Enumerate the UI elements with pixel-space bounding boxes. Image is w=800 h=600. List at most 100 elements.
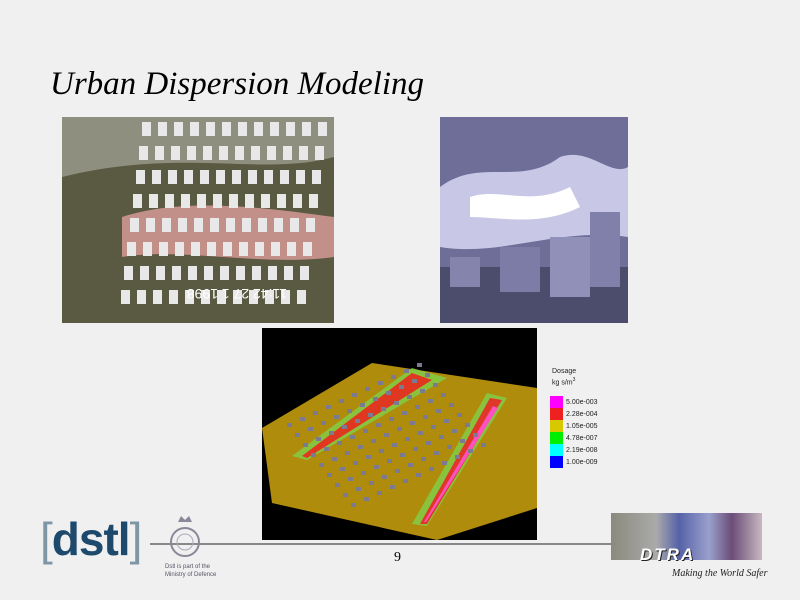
grid-building [434,451,439,455]
grid-building [404,369,409,373]
grid-building [382,475,387,479]
grid-building [394,401,399,405]
grid-building [460,439,465,443]
grid-building [444,419,449,423]
grid-building [316,437,321,441]
grid-building [452,429,457,433]
grid-building [340,467,345,471]
grid-building [339,399,344,403]
legend-title: Dosage [552,368,577,375]
grid-building [441,393,446,397]
grid-building [369,481,374,485]
dtra-tagline: Making the World Safer [672,568,768,579]
grid-building [415,405,420,409]
mod-crest-icon [170,516,200,557]
building [146,218,155,232]
grid-building [405,437,410,441]
building [238,122,247,136]
legend-unit-exp: 3 [572,377,576,383]
grid-building [399,385,404,389]
building [159,242,168,256]
grid-building [468,449,473,453]
building [121,290,130,304]
smoke-photo-graphic [440,117,628,323]
grid-building [374,465,379,469]
building [191,242,200,256]
mod-caption-line-1: Dstl is part of the [165,564,211,570]
grid-building [431,425,436,429]
grid-building [361,471,366,475]
grid-building [356,487,361,491]
grid-building [324,447,329,451]
grid-building [343,493,348,497]
grid-building [420,389,425,393]
legend-swatch [550,420,563,432]
grid-building [326,405,331,409]
grid-building [376,423,381,427]
grid-building [366,455,371,459]
dosage-legend: Dosage kg s/m3 5.00e-003 2.28e-004 1.05e-0… [540,368,610,480]
dstl-logo-text: dstl [51,513,131,565]
grid-building [351,503,356,507]
grid-building [379,449,384,453]
building [213,194,222,208]
building [130,218,139,232]
legend-label: 2.19e-008 [566,447,598,454]
legend-label: 4.78e-007 [566,435,598,442]
model-graphic [262,328,537,540]
building [222,122,231,136]
legend-label: 1.05e-005 [566,423,598,430]
grid-building [403,479,408,483]
grid-building [433,383,438,387]
grid-building [423,415,428,419]
building [274,218,283,232]
grid-building [308,427,313,431]
building [293,194,302,208]
building [290,218,299,232]
grid-building [332,457,337,461]
building [303,242,312,256]
building [226,218,235,232]
building [271,242,280,256]
building [136,170,145,184]
building [255,242,264,256]
grid-building [295,433,300,437]
building [207,242,216,256]
grid-building [347,409,352,413]
legend-swatch [550,396,563,408]
building [318,122,327,136]
grid-building [353,461,358,465]
grid-building [447,445,452,449]
building [232,170,241,184]
building [281,290,290,304]
building [299,146,308,160]
building [149,194,158,208]
building [206,122,215,136]
building [236,266,245,280]
grid-building [368,413,373,417]
building [258,218,267,232]
grid-building [389,417,394,421]
legend-swatch [550,432,563,444]
grid-building [428,399,433,403]
legend-swatch [550,444,563,456]
building [300,266,309,280]
grid-building [334,415,339,419]
building [162,218,171,232]
building [297,290,306,304]
building [172,266,181,280]
photo-timestamp: 11:42 27 1 1998 [187,286,287,302]
building [188,266,197,280]
grid-building [408,463,413,467]
building [220,266,229,280]
grid-building [378,381,383,385]
building [248,170,257,184]
grid-building [465,423,470,427]
building [219,146,228,160]
legend-unit: kg s/m3 [552,377,575,386]
grid-building [417,363,422,367]
grid-building [410,421,415,425]
building [268,266,277,280]
building [239,242,248,256]
aerial-photo-graphic: 11:42 27 1 1998 [62,117,334,323]
